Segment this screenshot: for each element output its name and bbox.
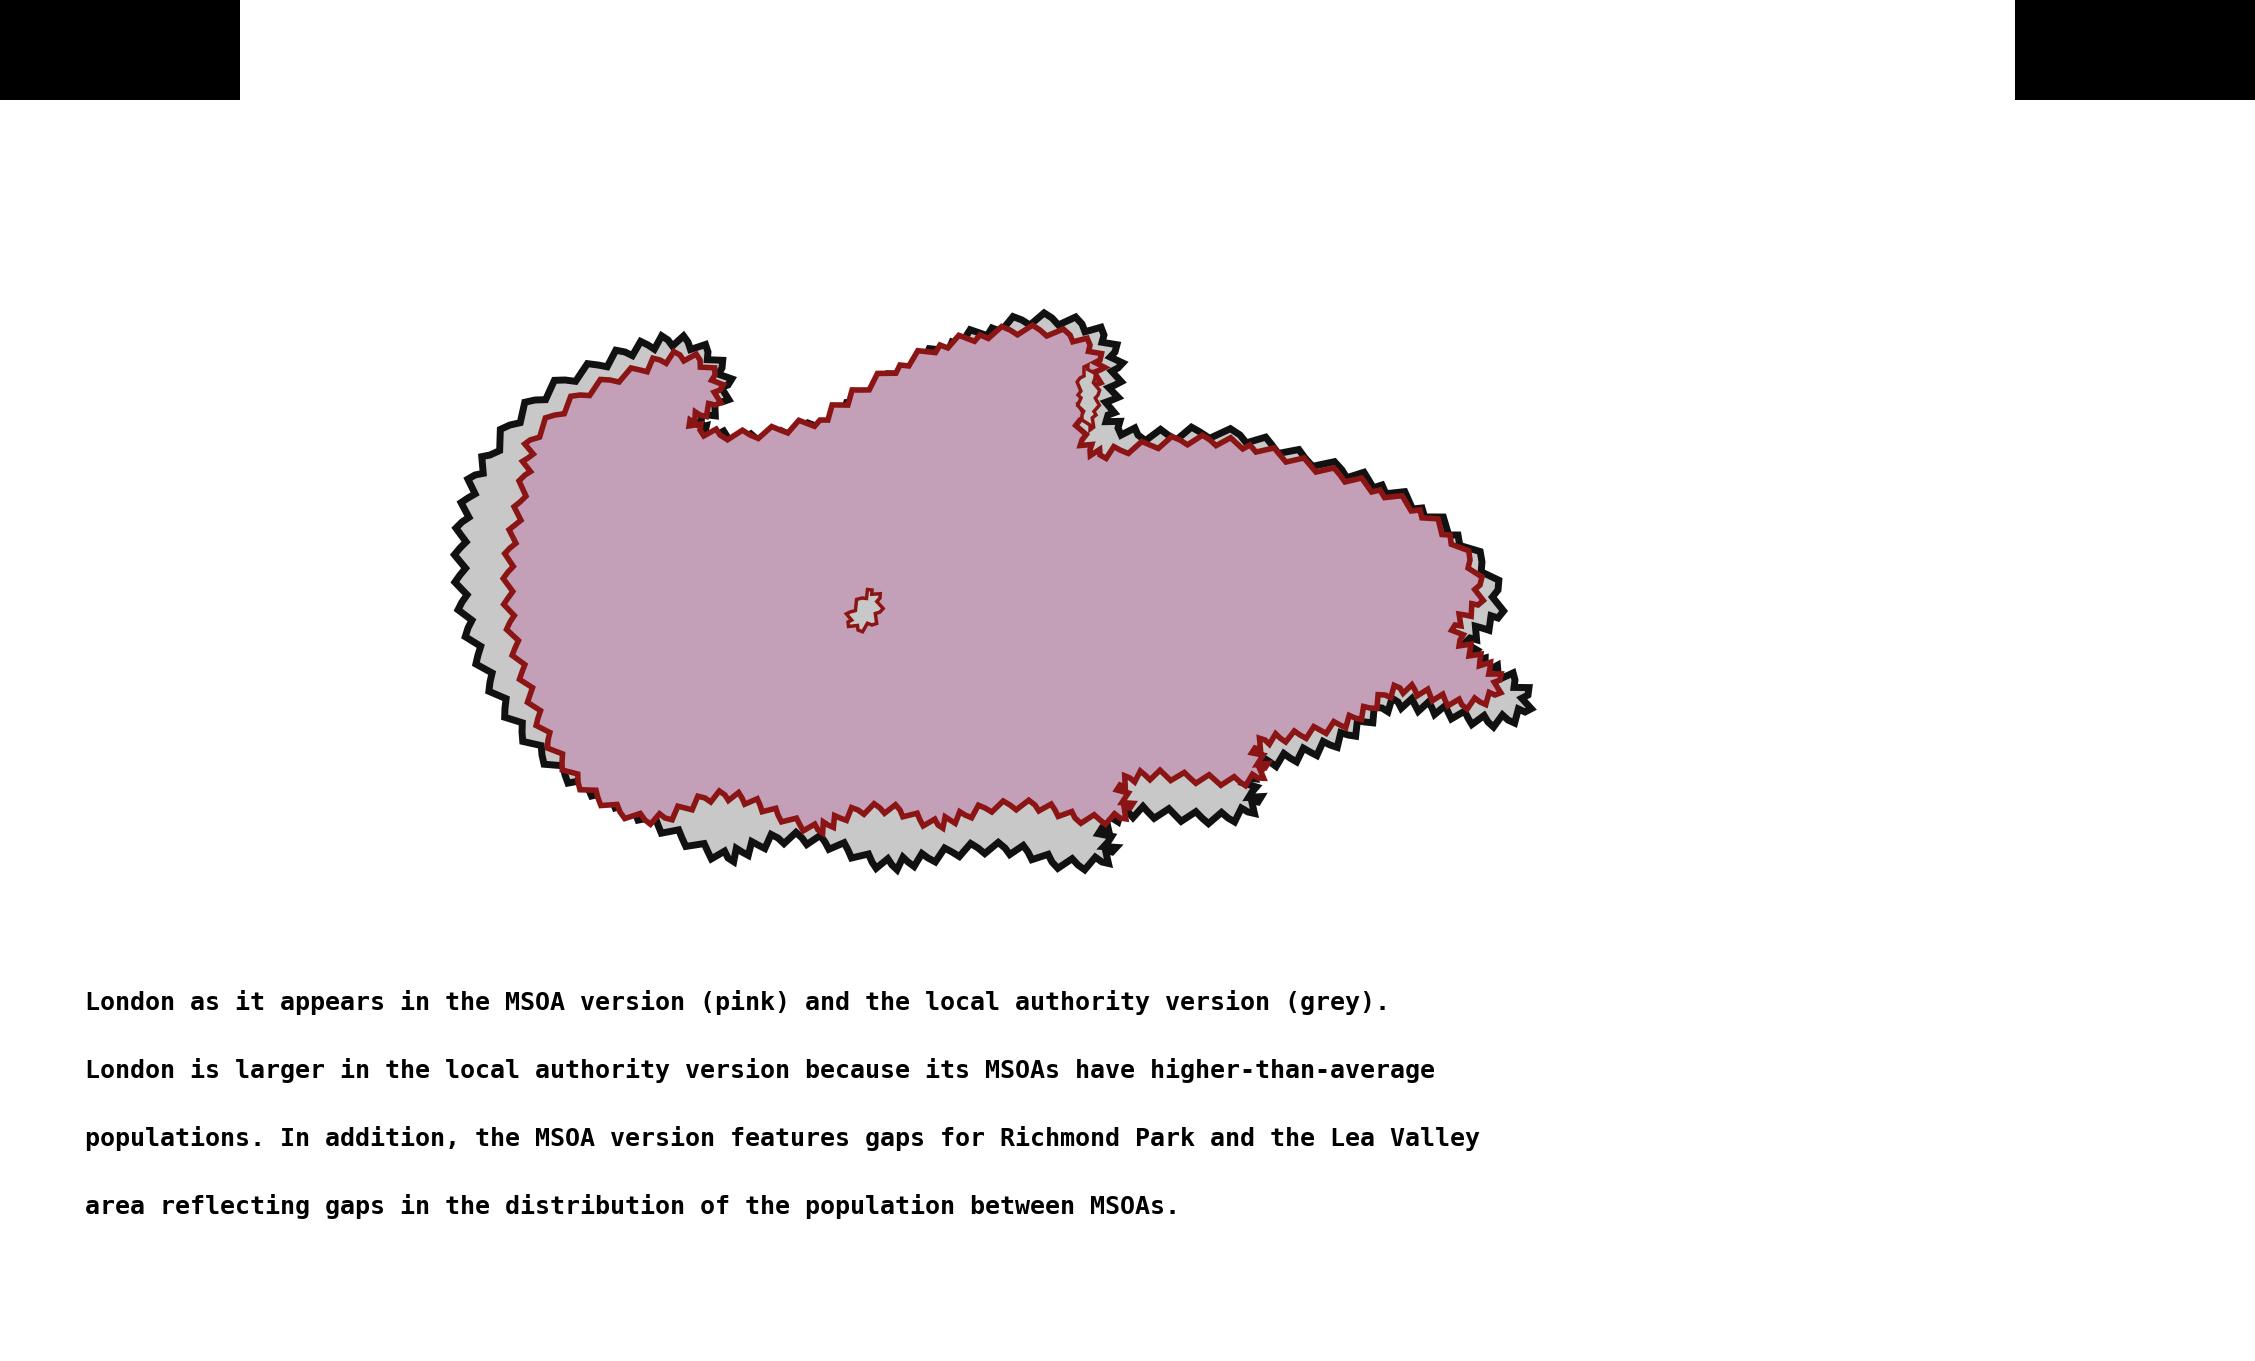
Text: London as it appears in the MSOA version (pink) and the local authority version : London as it appears in the MSOA version… (86, 989, 1389, 1015)
Text: area reflecting gaps in the distribution of the population between MSOAs.: area reflecting gaps in the distribution… (86, 1194, 1179, 1219)
Bar (0, 0, 239, 99)
Bar (2016, 0, 2255, 99)
Text: London is larger in the local authority version because its MSOAs have higher-th: London is larger in the local authority … (86, 1057, 1434, 1083)
Polygon shape (846, 589, 884, 632)
Polygon shape (503, 325, 1502, 833)
Polygon shape (456, 313, 1531, 870)
Text: populations. In addition, the MSOA version features gaps for Richmond Park and t: populations. In addition, the MSOA versi… (86, 1126, 1479, 1151)
Polygon shape (1078, 365, 1100, 430)
